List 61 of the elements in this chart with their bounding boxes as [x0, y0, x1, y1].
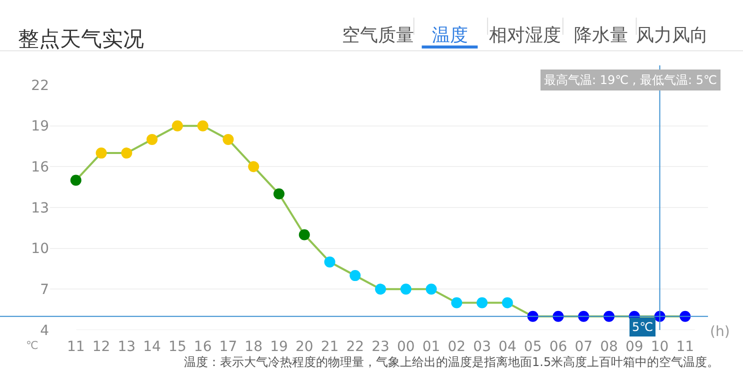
point	[400, 284, 412, 295]
point	[375, 284, 386, 295]
text: 降水量	[574, 25, 628, 46]
x-axis-title: (h)	[710, 324, 730, 340]
point	[96, 148, 107, 159]
x-tick-label: 02	[448, 339, 466, 355]
point	[426, 284, 437, 295]
x-tick-label: 06	[549, 339, 568, 355]
x-tick-label: 03	[473, 339, 491, 355]
x-tick-label: 11	[66, 339, 85, 355]
x-tick-label: 22	[346, 339, 364, 355]
annotation: 最高气温: 19℃ , 最低气温: 5℃	[544, 73, 718, 87]
point	[222, 134, 234, 145]
x-tick-label: 21	[320, 339, 339, 355]
x-tick-label: 07	[574, 339, 593, 355]
y-tick-label: 19	[31, 118, 49, 135]
point	[172, 120, 183, 132]
y-tick-label: 22	[31, 78, 49, 94]
x-tick-label: 20	[295, 339, 314, 355]
x-tick-label: 23	[372, 339, 390, 355]
text: 相对湿度	[489, 25, 561, 46]
point	[146, 134, 158, 145]
x-tick-label: 08	[600, 339, 618, 355]
x-tick-label: 14	[143, 339, 162, 355]
y-tick-label: 7	[40, 282, 49, 298]
x-tick-label: 13	[118, 339, 136, 355]
x-tick-label: 10	[650, 339, 669, 355]
y-tick-label: 10	[31, 241, 49, 258]
x-tick-label: 12	[92, 339, 110, 355]
point	[248, 161, 260, 172]
ref-line-label: 5℃	[632, 320, 654, 334]
x-tick-label: 17	[219, 339, 238, 355]
point	[502, 297, 513, 308]
x-tick-label: 09	[625, 339, 644, 355]
text: 风力风向	[636, 25, 708, 46]
x-tick-label: 11	[676, 339, 694, 355]
point	[197, 120, 208, 132]
x-tick-label: 00	[396, 339, 415, 355]
text: 空气质量	[342, 25, 414, 46]
x-tick-label: 15	[168, 339, 186, 355]
x-tick-label: 04	[498, 339, 516, 355]
point	[476, 297, 488, 308]
text: 温度	[432, 25, 468, 46]
x-tick-label: 05	[524, 339, 542, 355]
x-tick-label: 19	[270, 339, 288, 355]
point	[324, 256, 336, 268]
chart-title: 整点天气实况	[18, 27, 144, 51]
y-tick-label: 16	[31, 160, 50, 176]
text: 温度：表示大气冷热程度的物理量，气象上给出的温度是指离地面1.5米高度上百叶箱中的空气温度。	[184, 355, 720, 369]
point	[121, 148, 132, 159]
x-tick-label: 16	[194, 339, 212, 355]
point	[451, 297, 462, 308]
y-axis-title: ℃	[26, 339, 38, 352]
point	[350, 270, 361, 282]
y-tick-label: 13	[31, 200, 49, 216]
point	[70, 174, 82, 186]
point	[298, 229, 310, 240]
x-tick-label: 18	[244, 339, 263, 355]
y-tick-label: 4	[40, 322, 50, 339]
x-tick-label: 01	[422, 339, 440, 355]
point	[273, 188, 284, 200]
